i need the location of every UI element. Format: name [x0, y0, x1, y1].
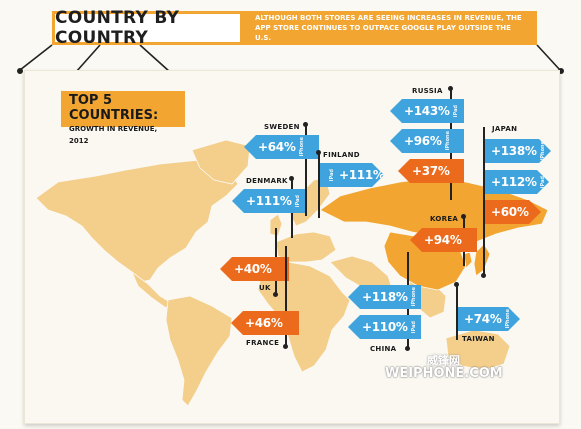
label-japan: JAPAN: [492, 125, 518, 133]
uk-pole-end: [273, 292, 278, 297]
label-france: FRANCE: [246, 339, 280, 347]
label-sweden: SWEDEN: [264, 123, 300, 131]
flag-device: iPad: [329, 168, 335, 182]
watermark-cn: 威锋网: [427, 354, 460, 367]
sweden-pole-top: [303, 122, 308, 127]
top5-panel: TOP 5 COUNTRIES: GROWTH IN REVENUE, 2012: [61, 91, 185, 145]
flag-japan-iphone: +138% iPhone: [485, 139, 551, 163]
uk-land: [269, 213, 283, 237]
flag-russia-iphone: +96% iPhone: [390, 129, 464, 153]
north-america: [35, 159, 239, 283]
flag-device: iPhone: [298, 137, 305, 157]
flag-value: +138%: [491, 144, 537, 158]
japan-pole-end: [481, 273, 486, 278]
flag-korea: +94%: [410, 228, 477, 252]
australia: [445, 329, 511, 371]
greenland: [191, 139, 251, 185]
flag-finland-ipad: iPad +111%: [320, 163, 384, 187]
japan-pole: [483, 127, 485, 275]
flag-value: +60%: [491, 205, 529, 219]
sweden-pole: [305, 124, 307, 216]
flag-device: iPhone: [444, 131, 451, 151]
flag-value: +64%: [258, 140, 296, 154]
flag-device: iPhone: [410, 287, 417, 307]
korea-land: [463, 251, 473, 269]
south-america: [165, 295, 233, 407]
flag-value: +118%: [362, 290, 408, 304]
label-china: CHINA: [370, 345, 397, 353]
label-taiwan: TAIWAN: [462, 335, 495, 343]
flag-value: +74%: [464, 312, 502, 326]
flag-china-iphone: +118% iPhone: [348, 285, 421, 309]
russia-pole-top: [448, 86, 453, 91]
label-denmark: DENMARK: [246, 177, 288, 185]
flag-value: +96%: [404, 134, 442, 148]
flag-uk: +40%: [220, 257, 289, 281]
label-finland: FINLAND: [323, 151, 360, 159]
flag-taiwan-iphone: +74% iPhone: [458, 307, 520, 331]
france-pole: [285, 246, 287, 346]
label-uk: UK: [259, 284, 271, 292]
russia-land: [319, 177, 549, 243]
flag-value: +46%: [245, 316, 283, 330]
flag-japan-google: +60%: [485, 200, 541, 224]
flag-value: +112%: [491, 175, 537, 189]
watermark: WEIPHONE.COM: [385, 366, 503, 381]
flag-value: +143%: [404, 104, 450, 118]
taiwan-pole-top: [454, 282, 459, 287]
finland-pole-top: [316, 150, 321, 155]
page-title: COUNTRY BY COUNTRY: [55, 8, 180, 48]
hook-left: [17, 68, 23, 74]
flag-sweden-iphone: +64% iPhone: [244, 135, 319, 159]
label-russia: RUSSIA: [412, 87, 443, 95]
flag-device: iPhone: [504, 309, 511, 329]
flag-japan-ipad: +112% iPad: [485, 170, 549, 194]
flag-value: +111%: [339, 168, 385, 182]
china-pole-end: [405, 346, 410, 351]
flag-france: +46%: [231, 311, 299, 335]
top5-title: TOP 5 COUNTRIES:: [69, 93, 159, 123]
flag-russia-google: +37%: [398, 159, 464, 183]
flag-value: +40%: [234, 262, 272, 276]
flag-device: iPad: [294, 194, 301, 208]
france-pole-end: [283, 344, 288, 349]
flag-device: iPad: [410, 320, 417, 334]
label-korea: KOREA: [430, 215, 459, 223]
flag-device: iPad: [452, 104, 459, 118]
flag-denmark-ipad: +111% iPad: [232, 189, 305, 213]
denmark-pole-top: [289, 176, 294, 181]
taiwan-pole: [456, 284, 458, 340]
korea-pole-top: [461, 214, 466, 219]
header-title-box: COUNTRY BY COUNTRY: [52, 8, 243, 48]
flag-russia-ipad: +143% iPad: [390, 99, 464, 123]
header-subtitle-box: ALTHOUGH BOTH STORES ARE SEEING INCREASE…: [243, 11, 537, 45]
flag-value: +111%: [246, 194, 292, 208]
flag-value: +37%: [412, 164, 450, 178]
page-subtitle: ALTHOUGH BOTH STORES ARE SEEING INCREASE…: [255, 14, 522, 42]
rope-right: [536, 44, 561, 71]
flag-value: +110%: [362, 320, 408, 334]
flag-value: +94%: [424, 233, 462, 247]
rope-left: [19, 44, 53, 71]
flag-china-ipad: +110% iPad: [348, 315, 421, 339]
finland-pole: [318, 152, 320, 218]
top5-subtitle: GROWTH IN REVENUE, 2012: [69, 125, 158, 145]
